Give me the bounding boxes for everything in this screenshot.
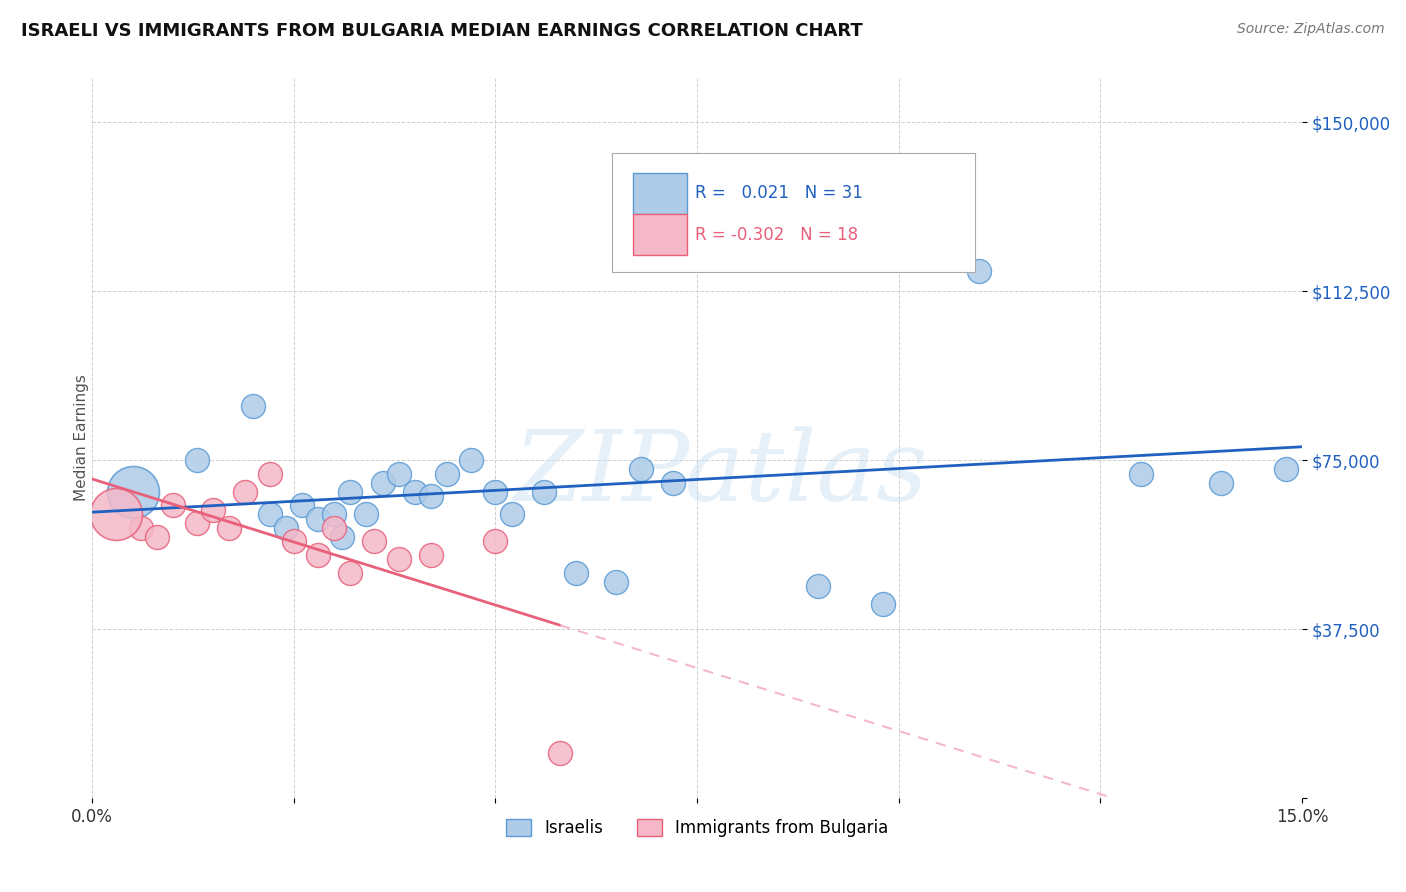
Point [1211, 475, 1233, 490]
Point [630, 462, 652, 476]
Text: ISRAELI VS IMMIGRANTS FROM BULGARIA MEDIAN EARNINGS CORRELATION CHART: ISRAELI VS IMMIGRANTS FROM BULGARIA MEDI… [21, 22, 863, 40]
Point [291, 499, 314, 513]
Point [339, 566, 361, 580]
Point [186, 516, 208, 531]
Point [218, 521, 240, 535]
Point [1274, 462, 1296, 476]
Y-axis label: Median Earnings: Median Earnings [73, 375, 89, 501]
Point [307, 548, 329, 562]
Point [162, 499, 184, 513]
FancyBboxPatch shape [633, 173, 688, 214]
Point [186, 453, 208, 467]
Point [484, 484, 506, 499]
Text: R = -0.302   N = 18: R = -0.302 N = 18 [695, 226, 858, 244]
Point [121, 484, 143, 499]
Point [259, 467, 281, 481]
Text: ZIPatlas: ZIPatlas [515, 426, 928, 522]
Point [872, 598, 894, 612]
Point [323, 508, 346, 522]
Point [105, 508, 128, 522]
Point [1129, 467, 1152, 481]
Point [356, 508, 378, 522]
Point [259, 508, 281, 522]
Point [501, 508, 523, 522]
Point [548, 746, 571, 760]
Point [307, 512, 329, 526]
Point [484, 534, 506, 549]
Point [404, 484, 426, 499]
Point [283, 534, 305, 549]
Legend: Israelis, Immigrants from Bulgaria: Israelis, Immigrants from Bulgaria [499, 813, 894, 844]
Point [388, 552, 411, 566]
Point [323, 521, 346, 535]
Point [129, 521, 152, 535]
Point [436, 467, 458, 481]
Point [235, 484, 257, 499]
Point [242, 399, 264, 413]
Point [969, 264, 991, 278]
Point [145, 530, 167, 544]
Point [330, 530, 353, 544]
Point [274, 521, 297, 535]
Point [565, 566, 588, 580]
Point [460, 453, 482, 467]
Text: Source: ZipAtlas.com: Source: ZipAtlas.com [1237, 22, 1385, 37]
Point [662, 475, 685, 490]
Point [807, 579, 830, 593]
Point [202, 503, 225, 517]
Point [605, 574, 627, 589]
FancyBboxPatch shape [633, 214, 688, 255]
Point [388, 467, 411, 481]
Text: R =   0.021   N = 31: R = 0.021 N = 31 [695, 185, 862, 202]
Point [419, 489, 441, 503]
Point [363, 534, 385, 549]
Point [533, 484, 555, 499]
Point [339, 484, 361, 499]
FancyBboxPatch shape [613, 153, 976, 272]
Point [371, 475, 394, 490]
Point [928, 251, 950, 265]
Point [419, 548, 441, 562]
